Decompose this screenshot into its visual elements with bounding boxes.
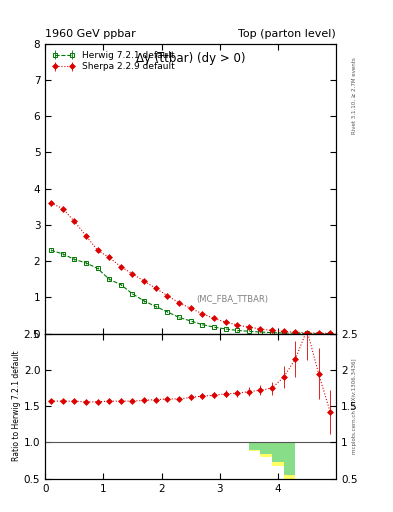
Text: Δy (t̅tbar) (dy > 0): Δy (t̅tbar) (dy > 0) xyxy=(136,52,245,65)
Text: mcplots.cern.ch [arXiv:1306.3436]: mcplots.cern.ch [arXiv:1306.3436] xyxy=(352,358,357,454)
Text: (MC_FBA_TTBAR): (MC_FBA_TTBAR) xyxy=(196,294,268,303)
Text: Rivet 3.1.10, ≥ 2.7M events: Rivet 3.1.10, ≥ 2.7M events xyxy=(352,57,357,134)
Legend: Herwig 7.2.1 default, Sherpa 2.2.9 default: Herwig 7.2.1 default, Sherpa 2.2.9 defau… xyxy=(50,48,178,74)
Text: 1960 GeV ppbar: 1960 GeV ppbar xyxy=(45,29,136,39)
Y-axis label: Ratio to Herwig 7.2.1 default: Ratio to Herwig 7.2.1 default xyxy=(12,351,21,461)
Text: Top (parton level): Top (parton level) xyxy=(238,29,336,39)
